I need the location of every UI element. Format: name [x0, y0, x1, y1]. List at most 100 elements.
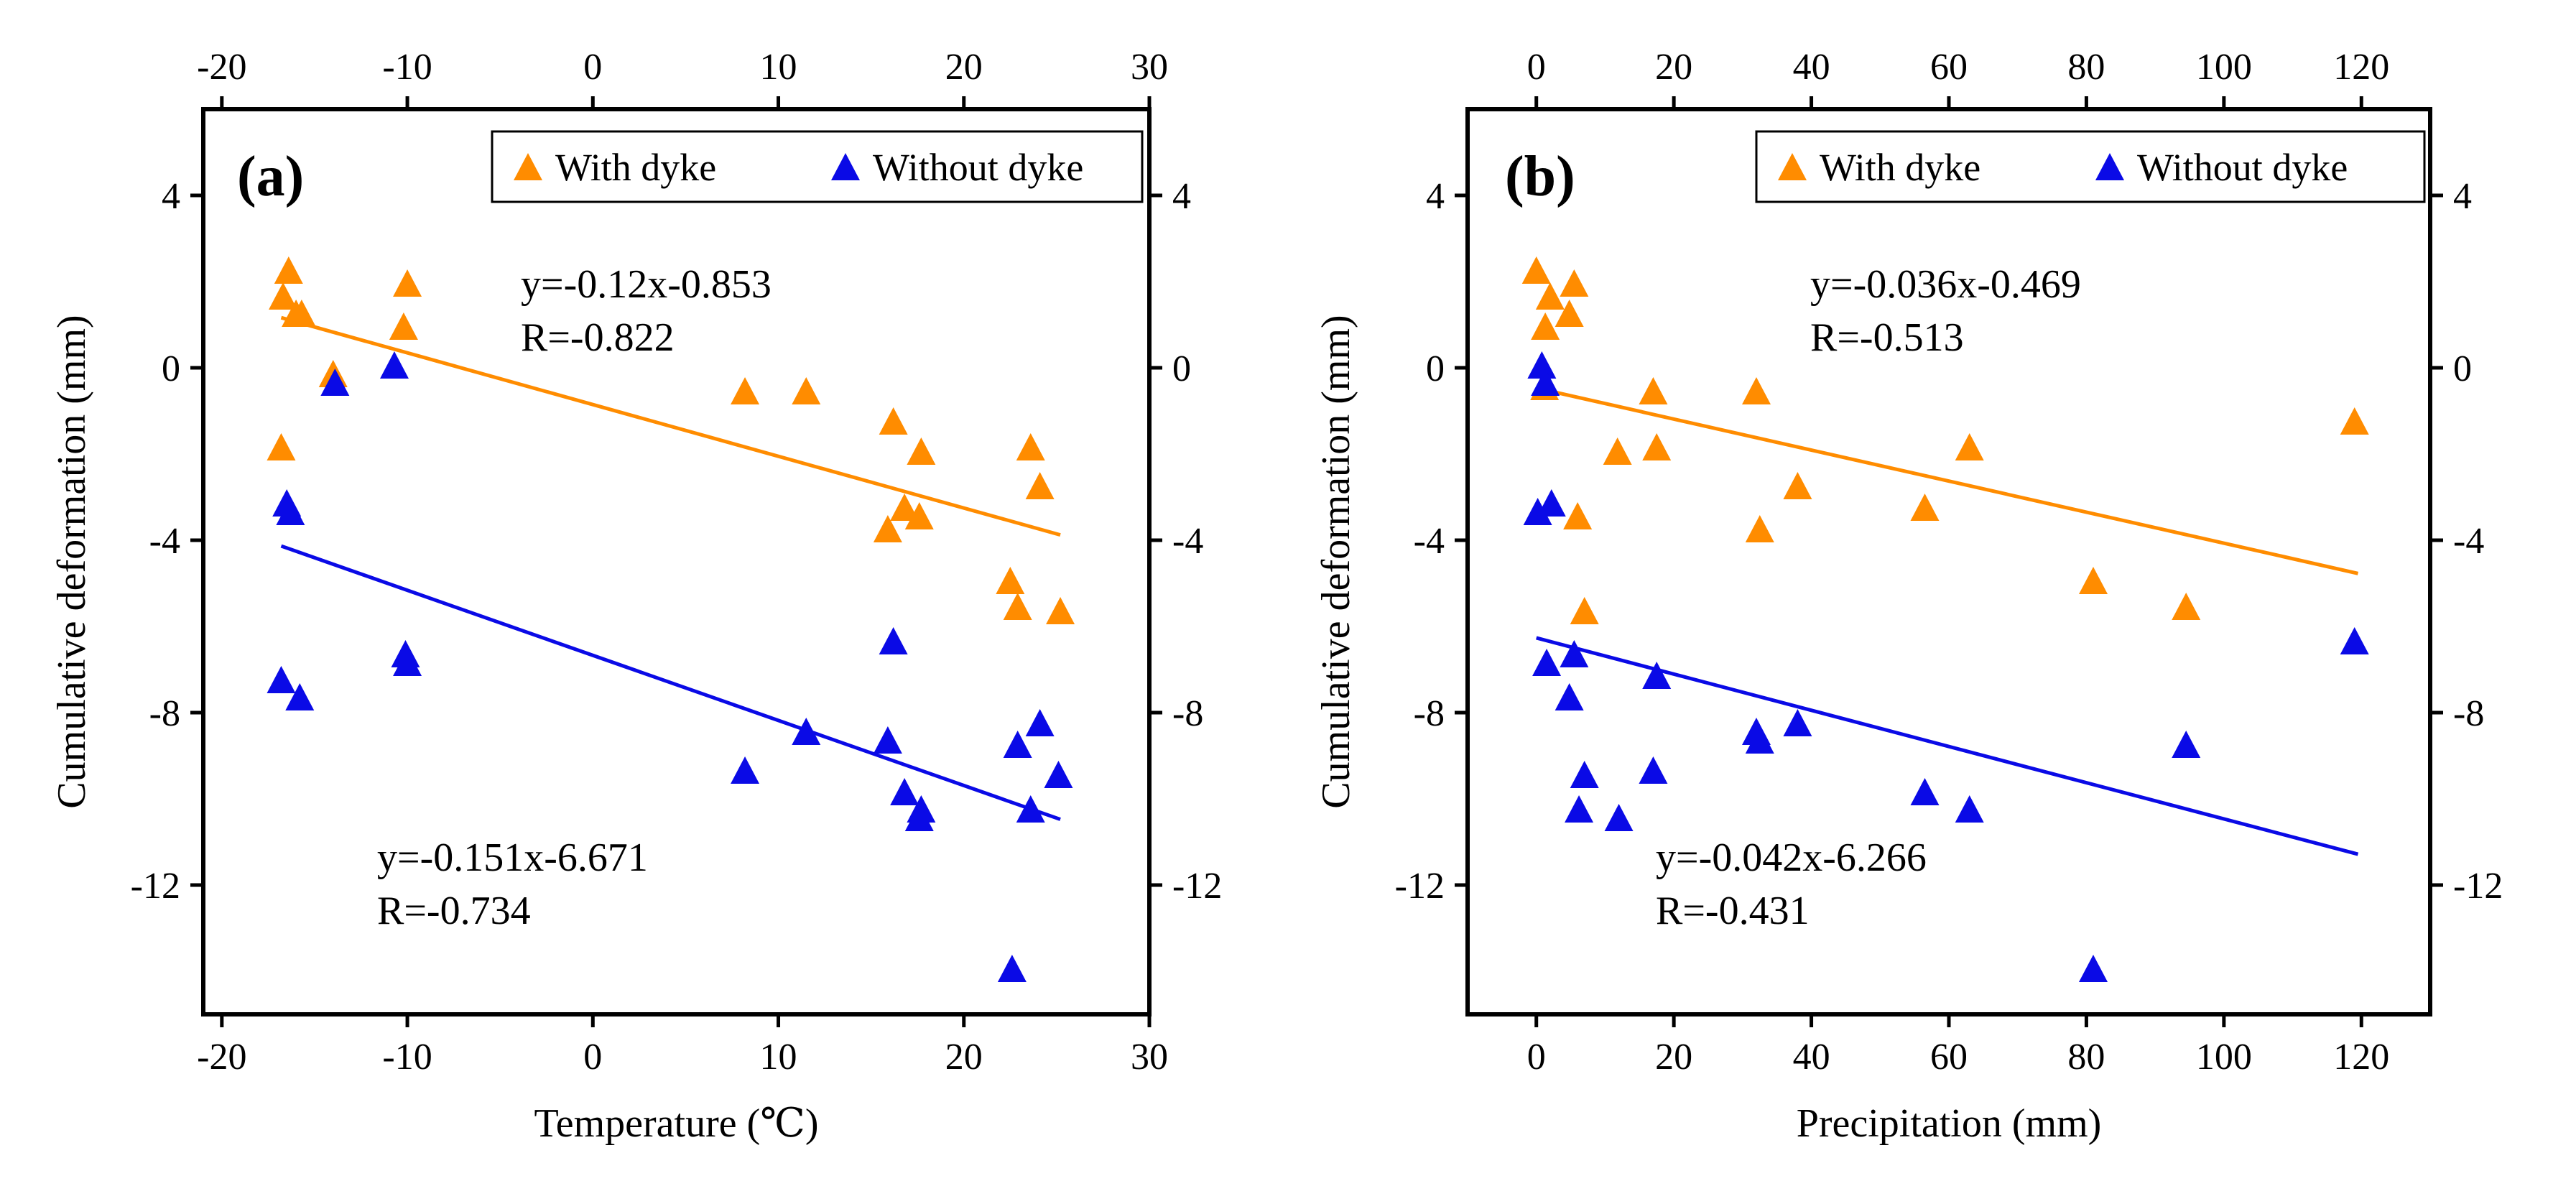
data-point-with-dyke — [1570, 597, 1599, 624]
data-point-without-dyke — [2340, 627, 2369, 654]
trendline-without-dyke — [280, 544, 1061, 821]
data-point-without-dyke — [1560, 640, 1589, 667]
data-point-with-dyke — [274, 256, 303, 284]
data-point-with-dyke — [879, 407, 908, 435]
y-tick-label-left: 0 — [162, 348, 180, 389]
data-point-without-dyke — [1044, 761, 1073, 788]
data-point-with-dyke — [873, 515, 902, 542]
x-tick-label-bottom: 60 — [1930, 1037, 1968, 1078]
data-point-without-dyke — [890, 778, 919, 805]
y-tick-label-left: 4 — [162, 176, 180, 217]
x-tick-label-top: 100 — [2196, 47, 2252, 88]
x-tick-label-bottom: 80 — [2067, 1037, 2105, 1078]
correlation-coefficient: R=-0.431 — [1656, 889, 1810, 933]
data-point-with-dyke — [2172, 593, 2201, 620]
x-tick-label-top: -10 — [382, 47, 432, 88]
data-point-without-dyke — [1565, 795, 1594, 823]
y-tick-label-right: -12 — [1172, 866, 1222, 907]
data-point-with-dyke — [904, 502, 934, 529]
data-point-without-dyke — [1745, 726, 1774, 754]
x-tick-label-bottom: 20 — [945, 1037, 983, 1078]
x-axis-title: Temperature (℃) — [534, 1101, 818, 1146]
legend-label-without-dyke: Without dyke — [2137, 146, 2348, 189]
legend: With dyke Without dyke — [491, 130, 1144, 203]
data-point-with-dyke — [1642, 433, 1672, 460]
data-point-without-dyke — [320, 369, 350, 396]
x-tick-label-top: 60 — [1930, 47, 1968, 88]
y-axis-title: Cumulative deformation (mm) — [50, 315, 94, 808]
y-tick-label-left: -4 — [1414, 521, 1445, 562]
correlation-coefficient: R=-0.734 — [377, 889, 531, 933]
data-point-without-dyke — [1523, 498, 1552, 525]
trendline-with-dyke — [280, 315, 1061, 537]
y-tick-label-left: -4 — [149, 521, 180, 562]
legend-marker-without-dyke — [2095, 153, 2124, 180]
data-point-without-dyke — [1537, 489, 1566, 517]
x-tick-label-top: 30 — [1131, 47, 1168, 88]
data-point-with-dyke — [1025, 472, 1055, 499]
data-point-without-dyke — [1016, 795, 1045, 823]
x-tick-label-bottom: -10 — [382, 1037, 432, 1078]
data-point-without-dyke — [731, 756, 760, 784]
x-tick-label-bottom: 0 — [583, 1037, 602, 1078]
y-tick-label-left: -8 — [149, 693, 180, 734]
y-tick-label-left: 0 — [1426, 348, 1445, 389]
data-point-without-dyke — [879, 627, 908, 654]
data-point-without-dyke — [267, 666, 296, 693]
x-tick-label-bottom: -20 — [197, 1037, 246, 1078]
data-point-without-dyke — [1003, 731, 1032, 758]
data-point-with-dyke — [287, 300, 316, 327]
data-point-with-dyke — [1783, 472, 1812, 499]
y-tick-label-right: 0 — [1172, 348, 1191, 389]
x-axis-title: Precipitation (mm) — [1797, 1101, 2102, 1146]
legend-marker-with-dyke — [1778, 153, 1807, 180]
data-point-with-dyke — [792, 377, 821, 404]
data-point-without-dyke — [792, 718, 821, 745]
data-point-without-dyke — [2172, 731, 2201, 758]
data-point-with-dyke — [267, 433, 296, 460]
data-point-with-dyke — [996, 567, 1025, 594]
y-axis-title: Cumulative deformation (mm) — [1314, 315, 1358, 808]
regression-equation: y=-0.151x-6.671 — [377, 835, 648, 880]
data-point-with-dyke — [1521, 256, 1551, 284]
data-point-with-dyke — [2340, 407, 2369, 435]
trendline-with-dyke — [1536, 386, 2359, 575]
x-tick-label-bottom: 0 — [1527, 1037, 1546, 1078]
trendline-without-dyke — [1536, 636, 2359, 856]
x-tick-label-bottom: 40 — [1793, 1037, 1830, 1078]
regression-equation: y=-0.042x-6.266 — [1656, 835, 1927, 880]
data-point-without-dyke — [1604, 804, 1634, 831]
y-tick-label-right: -12 — [2453, 866, 2503, 907]
y-tick-label-right: -8 — [1172, 693, 1203, 734]
data-point-without-dyke — [379, 351, 409, 379]
x-tick-label-top: 10 — [760, 47, 797, 88]
data-point-without-dyke — [1910, 778, 1940, 805]
data-point-without-dyke — [1025, 709, 1055, 736]
y-tick-label-right: 4 — [1172, 176, 1191, 217]
data-point-with-dyke — [907, 437, 936, 465]
legend-label-with-dyke: With dyke — [1820, 146, 1980, 189]
data-point-with-dyke — [1603, 437, 1632, 465]
y-tick-label-left: 4 — [1426, 176, 1445, 217]
data-point-without-dyke — [276, 498, 305, 525]
data-point-with-dyke — [2079, 567, 2108, 594]
x-tick-label-bottom: 30 — [1131, 1037, 1168, 1078]
data-point-without-dyke — [1532, 649, 1562, 676]
panel-label: (b) — [1505, 145, 1575, 208]
legend-label-with-dyke: With dyke — [555, 146, 716, 189]
y-tick-label-left: -12 — [1395, 866, 1445, 907]
x-tick-label-top: 20 — [1655, 47, 1692, 88]
data-point-without-dyke — [1783, 709, 1812, 736]
x-tick-label-top: 20 — [945, 47, 983, 88]
data-point-with-dyke — [1745, 515, 1774, 542]
data-point-without-dyke — [1527, 351, 1557, 379]
x-tick-label-top: 80 — [2067, 47, 2105, 88]
data-point-with-dyke — [1016, 433, 1045, 460]
data-point-with-dyke — [269, 282, 298, 310]
data-point-with-dyke — [1003, 593, 1032, 620]
panel-label: (a) — [237, 145, 304, 208]
data-point-with-dyke — [1563, 502, 1593, 529]
regression-equation: y=-0.036x-0.469 — [1810, 262, 2081, 307]
x-tick-label-bottom: 10 — [760, 1037, 797, 1078]
